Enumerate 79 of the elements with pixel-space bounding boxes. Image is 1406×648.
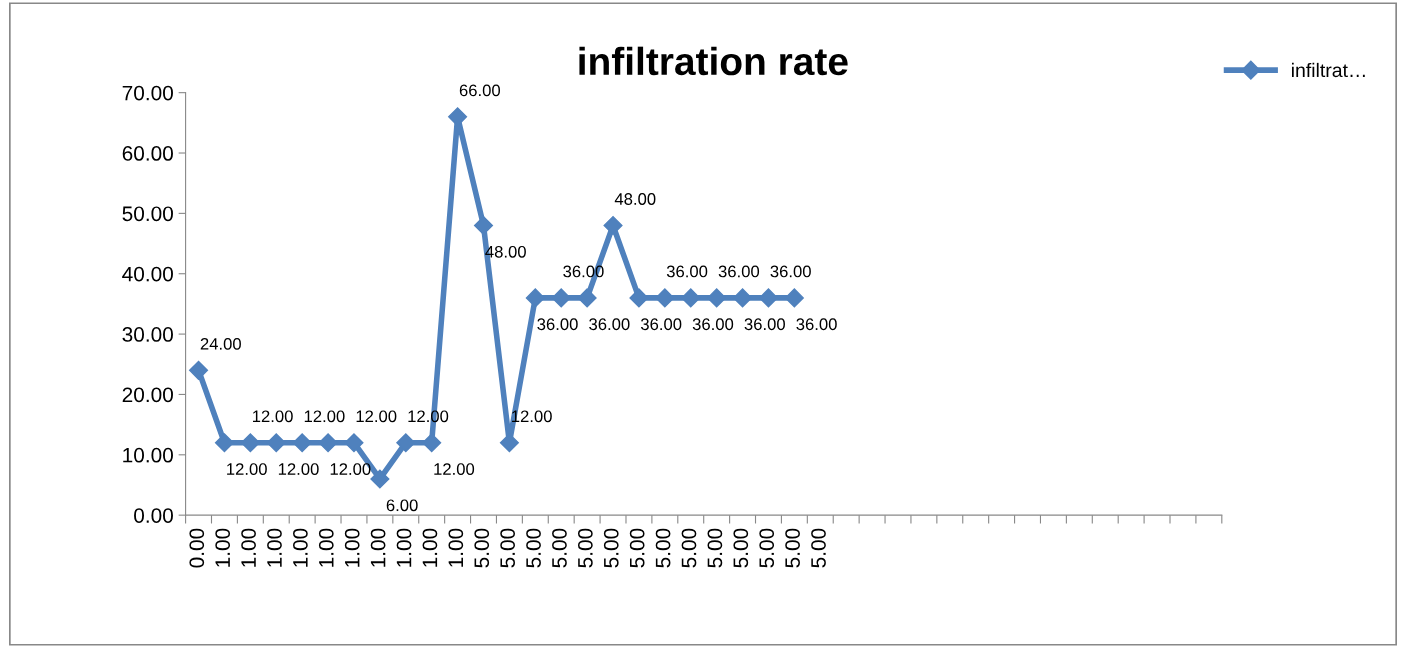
x-tick-label: 1.00: [422, 528, 438, 567]
x-tick-label: 1.00: [344, 528, 360, 567]
point: [344, 433, 364, 453]
point: [603, 215, 623, 235]
data-label: 12.00: [330, 463, 371, 475]
y-tick-label: 40.00: [122, 266, 173, 282]
point: [292, 433, 312, 453]
data-label: 12.00: [253, 410, 293, 423]
data-label: 6.00: [386, 499, 418, 512]
point: [784, 288, 804, 308]
point: [655, 288, 675, 308]
x-tick-label: 1.00: [396, 528, 412, 567]
point: [733, 288, 753, 308]
data-label: 24.00: [200, 337, 241, 350]
x-tick-label: 5.00: [733, 528, 749, 568]
point: [758, 288, 779, 308]
y-tick-label: 20.00: [122, 387, 173, 403]
x-tick-label: 5.00: [785, 528, 800, 568]
point: [473, 215, 494, 235]
data-label: 12.00: [356, 410, 397, 423]
x-tick-label: 5.00: [629, 528, 645, 568]
x-tick-label: 5.00: [474, 528, 490, 568]
y-tick-label: 0.00: [134, 508, 173, 523]
x-tick-label: 1.00: [293, 528, 308, 567]
point: [681, 288, 701, 308]
data-label: 12.00: [434, 463, 475, 475]
y-tick-label: 60.00: [122, 146, 173, 161]
point: [266, 433, 286, 453]
x-tick-label: 5.00: [577, 528, 593, 568]
x-tick-label: 5.00: [603, 528, 619, 568]
point: [318, 433, 338, 453]
data-label: 48.00: [614, 193, 656, 205]
y-tick-label: 70.00: [122, 85, 173, 101]
x-tick-label: 5.00: [707, 528, 723, 568]
legend-label: infiltrat…: [1292, 62, 1365, 78]
data-label: 66.00: [459, 84, 501, 97]
point: [448, 107, 468, 127]
data-label: 12.00: [278, 463, 319, 475]
x-tick-label: 5.00: [681, 528, 697, 568]
x-tick-label: 1.00: [370, 528, 386, 567]
point: [499, 433, 519, 453]
data-label: 12.00: [304, 410, 345, 423]
x-tick-label: 1.00: [241, 528, 256, 567]
point: [240, 433, 260, 453]
x-tick-label: 5.00: [759, 528, 775, 568]
data-label: 36.00: [718, 265, 760, 278]
data-label: 36.00: [744, 318, 785, 331]
point: [551, 288, 571, 308]
chart-title: infiltration rate: [579, 46, 848, 76]
data-label: 36.00: [640, 318, 682, 331]
point: [577, 288, 597, 308]
data-label: 36.00: [770, 265, 811, 278]
y-tick-label: 10.00: [123, 447, 173, 463]
point: [396, 433, 416, 453]
x-tick-label: 0.00: [189, 528, 205, 568]
point: [525, 288, 545, 308]
x-tick-label: 5.00: [552, 528, 567, 568]
y-tick-label: 30.00: [122, 327, 173, 342]
data-label: 36.00: [537, 318, 578, 331]
point: [214, 433, 234, 453]
data-label: 36.00: [692, 318, 734, 331]
point: [707, 288, 727, 308]
x-tick-label: 1.00: [448, 528, 464, 567]
data-label: 12.00: [227, 463, 267, 475]
x-tick-label: 5.00: [526, 528, 541, 568]
data-label: 36.00: [589, 318, 630, 331]
data-label: 36.00: [666, 265, 708, 278]
point: [189, 360, 209, 380]
point: [370, 469, 390, 489]
x-tick-label: 5.00: [655, 528, 671, 568]
x-tick-label: 1.00: [267, 528, 282, 567]
point: [422, 433, 442, 453]
x-tick-label: 1.00: [318, 528, 334, 567]
y-tick-label: 50.00: [122, 206, 173, 222]
x-tick-label: 1.00: [215, 528, 231, 567]
x-tick-label: 5.00: [500, 528, 515, 568]
x-tick-label: 5.00: [811, 528, 826, 568]
point: [629, 288, 649, 308]
data-label: 36.00: [796, 318, 837, 331]
